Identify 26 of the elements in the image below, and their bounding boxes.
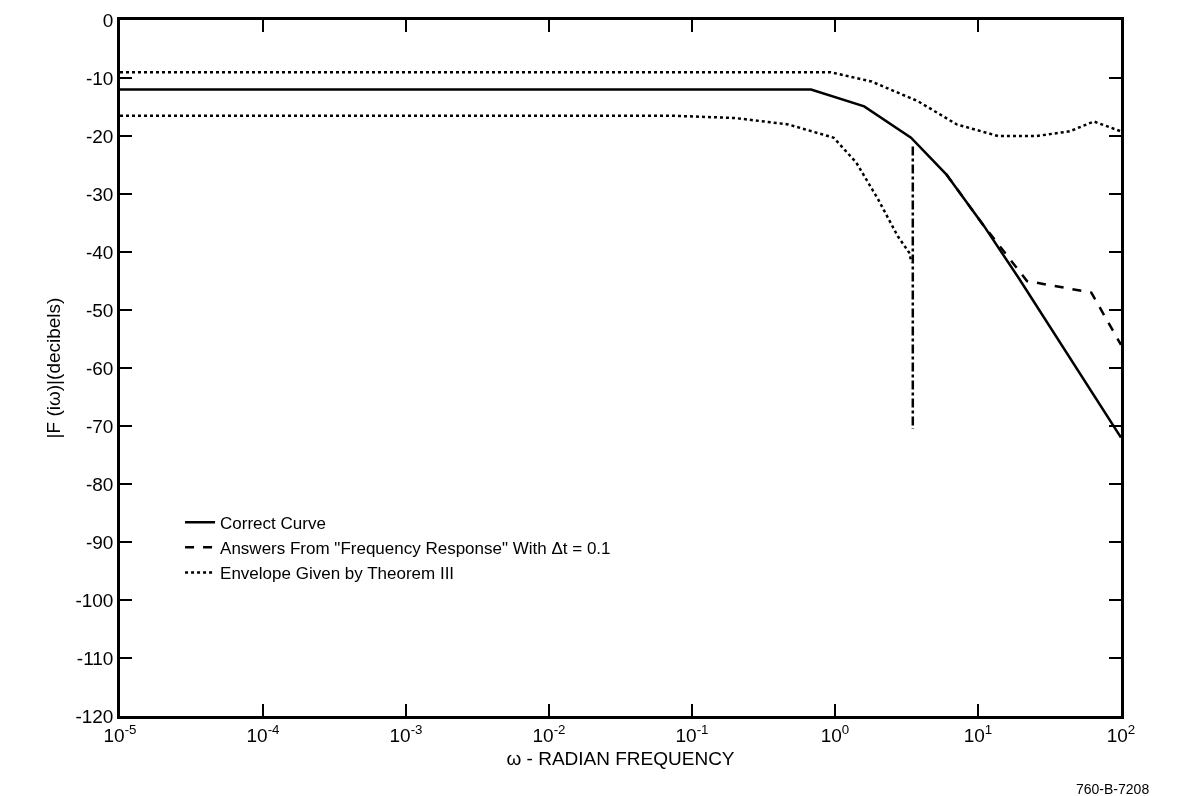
x-tick-label: 10$^{-2}$ (532, 721, 566, 746)
x-tick-label: 10$^{2}$ (1106, 721, 1136, 746)
y-tick-label: -100 (75, 589, 114, 611)
x-tick-label: 10$^{-3}$ (389, 721, 423, 746)
legend-label: Correct Curve (220, 513, 326, 533)
y-axis-title: |F (iω)|(decibels) (43, 297, 65, 439)
y-tick-label: -70 (85, 415, 114, 437)
x-axis-title: ω - RADIAN FREQUENCY (506, 748, 735, 770)
y-tick-label: -30 (85, 183, 114, 205)
y-tick-label: -80 (85, 473, 114, 495)
y-tick-label: -60 (85, 357, 114, 379)
y-tick-label: -10 (85, 67, 114, 89)
x-tick-label: 10$^{0}$ (820, 721, 850, 746)
x-tick-label: 10$^{-4}$ (246, 721, 280, 746)
y-tick-label: -50 (85, 299, 114, 321)
y-tick-label: -120 (75, 705, 114, 727)
y-tick-label: -90 (85, 531, 114, 553)
text: 760-B-7208 (1076, 781, 1150, 796)
x-tick-label: 10$^{1}$ (963, 721, 993, 746)
y-tick-label: -110 (76, 647, 114, 669)
x-tick-label: 10$^{-1}$ (675, 721, 709, 746)
legend-label: Answers From "Frequency Response" With Δt = 0.1 (220, 539, 611, 558)
y-tick-label: -20 (85, 125, 114, 147)
y-tick-label: -40 (85, 241, 114, 263)
legend-label: Envelope Given by Theorem III (220, 564, 455, 584)
y-tick-label: 0 (102, 9, 114, 31)
